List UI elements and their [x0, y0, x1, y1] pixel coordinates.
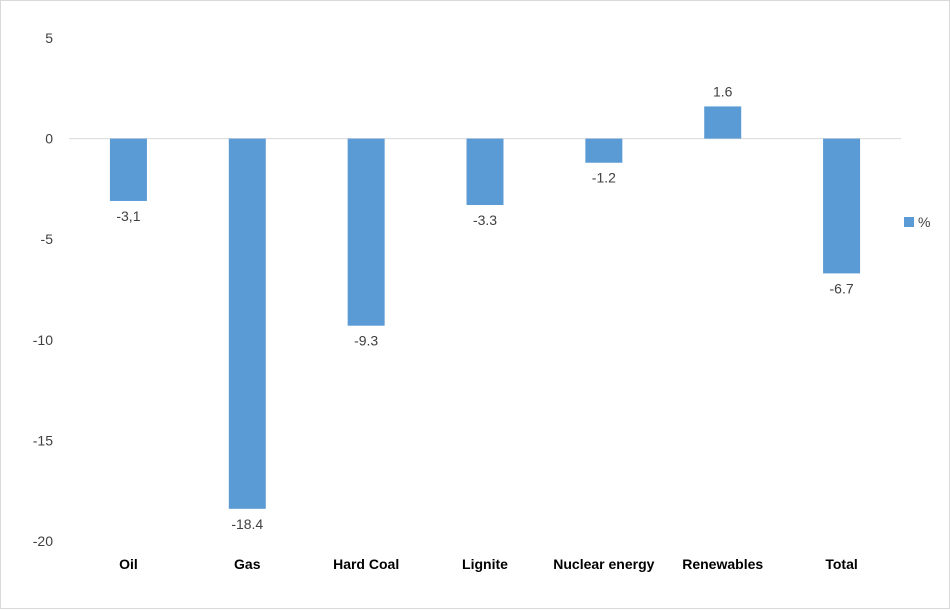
legend-swatch — [904, 217, 914, 227]
category-label: Gas — [234, 556, 261, 572]
bar — [585, 138, 623, 163]
y-tick-label: -20 — [33, 533, 53, 549]
category-label: Nuclear energy — [553, 556, 654, 572]
data-labels: -3,1 -18.4 -9.3 -3.3 -1.2 1.6 -6.7 — [116, 83, 853, 531]
data-label: -3,1 — [116, 208, 140, 224]
data-label: -3.3 — [473, 212, 497, 228]
category-label: Total — [825, 556, 857, 572]
category-label: Hard Coal — [333, 556, 399, 572]
data-label: -1.2 — [592, 170, 616, 186]
y-tick-label: -15 — [33, 432, 53, 448]
bars — [109, 106, 861, 509]
y-tick-label: -5 — [41, 231, 54, 247]
bar — [109, 138, 147, 201]
bar — [704, 106, 742, 139]
category-label: Renewables — [682, 556, 763, 572]
bar — [823, 138, 861, 274]
bar — [347, 138, 385, 326]
y-axis-ticks: 5 0 -5 -10 -15 -20 — [33, 30, 53, 549]
y-tick-label: 5 — [45, 30, 53, 46]
data-label: 1.6 — [713, 83, 733, 99]
data-label: -6.7 — [830, 280, 854, 296]
legend-label: % — [918, 214, 930, 230]
bar — [466, 138, 504, 205]
data-label: -18.4 — [231, 516, 263, 532]
bar — [228, 138, 266, 509]
category-label: Oil — [119, 556, 138, 572]
legend: % — [904, 214, 930, 230]
data-label: -9.3 — [354, 333, 378, 349]
y-tick-label: -10 — [33, 332, 53, 348]
y-tick-label: 0 — [45, 131, 53, 147]
category-label: Lignite — [462, 556, 508, 572]
category-labels: Oil Gas Hard Coal Lignite Nuclear energy Rene… — [119, 556, 858, 572]
